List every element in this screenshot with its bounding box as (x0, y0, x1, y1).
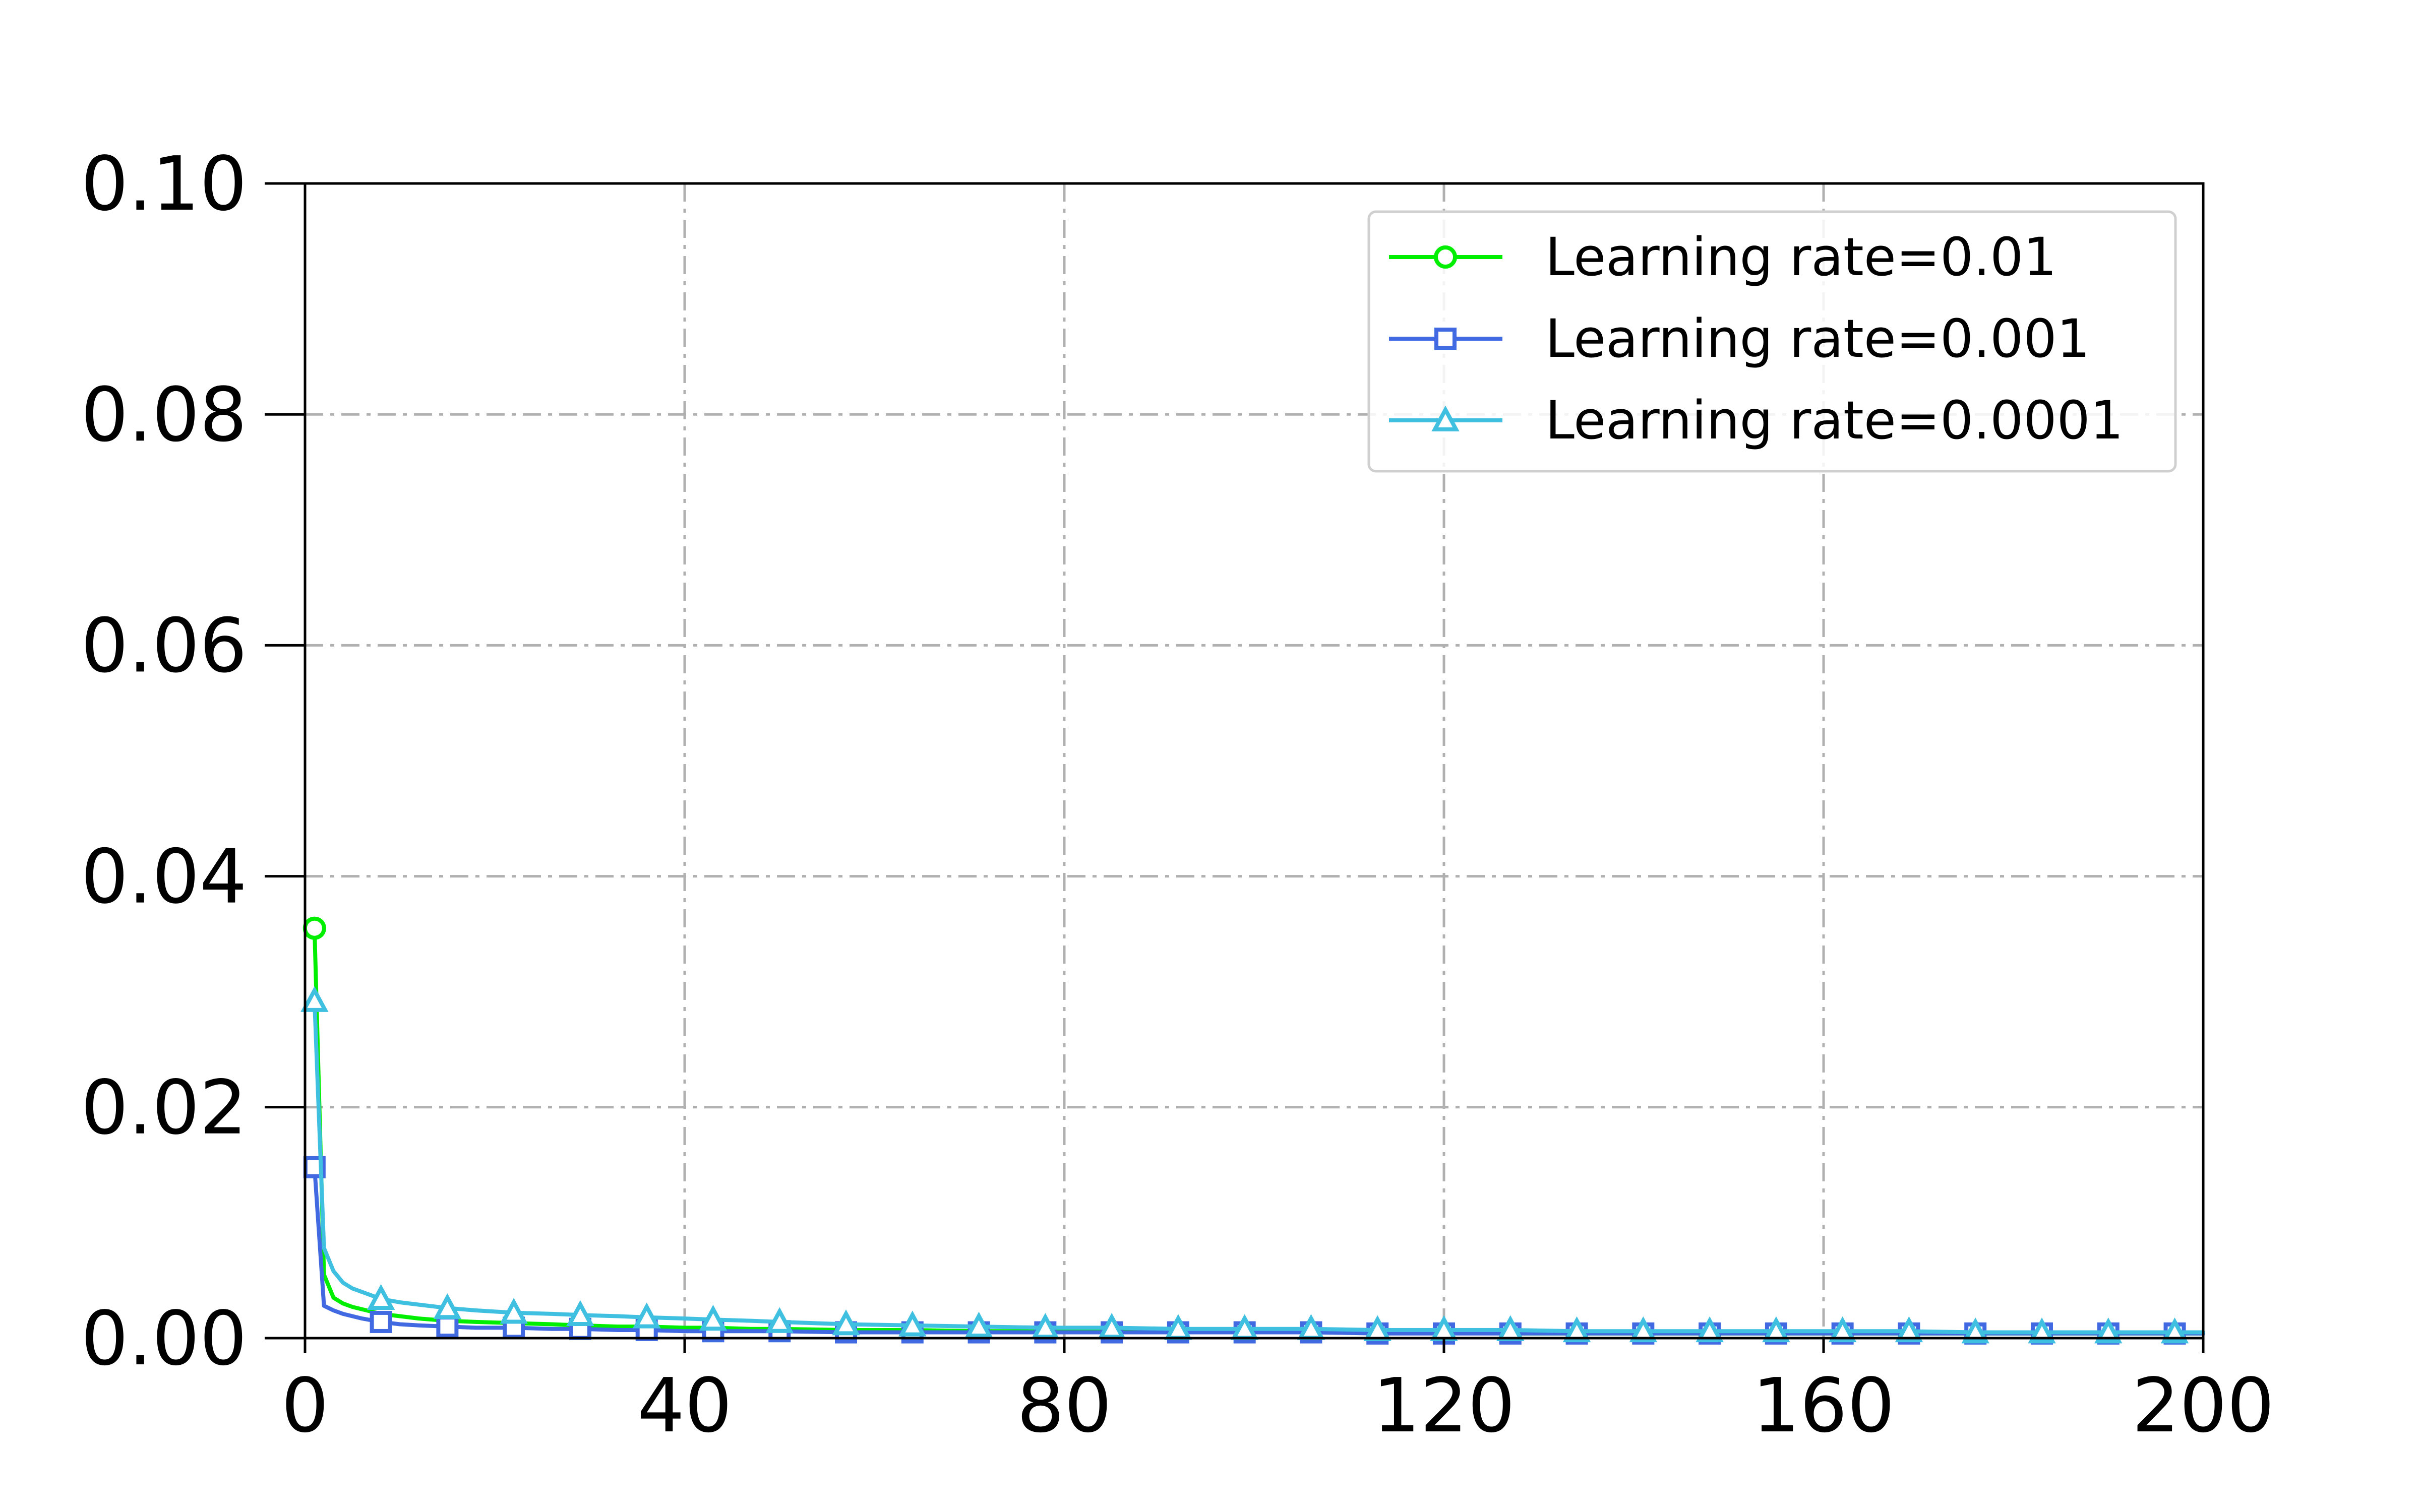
series-1 (302, 916, 2205, 1336)
series-marker (1828, 1316, 1857, 1343)
y-tick-label: 0.02 (81, 1064, 247, 1151)
series-marker (2028, 1317, 2056, 1344)
series-marker (367, 1284, 395, 1310)
plot-frame (304, 182, 2205, 1340)
legend-item-1: Learning rate=0.01 (1389, 226, 2057, 288)
legend-item-3: Learning rate=0.0001 (1389, 390, 2124, 451)
series-marker (1496, 1315, 1525, 1341)
series-marker (566, 1300, 594, 1327)
y-tick-label: 0.04 (81, 834, 247, 920)
series-marker (2160, 1317, 2189, 1344)
y-tick-label: 0.10 (81, 141, 247, 227)
series-marker (1895, 1316, 1923, 1343)
legend-label: Learning rate=0.0001 (1545, 390, 2124, 451)
legend: Learning rate=0.01 Learning rate=0.001 Lea… (1367, 210, 2177, 473)
legend-swatch-marker (1434, 328, 1457, 350)
y-tick-label: 0.08 (81, 371, 247, 458)
y-tick-label: 0.00 (81, 1295, 247, 1382)
legend-swatch-marker (1431, 405, 1460, 431)
series-marker (370, 1310, 392, 1333)
legend-label: Learning rate=0.001 (1545, 308, 2090, 369)
x-tick-label: 40 (637, 1362, 732, 1449)
legend-item-2: Learning rate=0.001 (1389, 308, 2090, 369)
series-marker (433, 1293, 462, 1319)
series-marker (436, 1315, 459, 1338)
series-marker (1961, 1317, 1989, 1344)
series-layer (300, 916, 2205, 1345)
series-marker (300, 986, 329, 1012)
series-marker (1363, 1315, 1392, 1341)
legend-swatch-marker (1434, 245, 1457, 269)
series-marker (1031, 1312, 1060, 1339)
series-marker (1430, 1315, 1458, 1341)
axis-layer: 0 40 80 120 160 200 0.00 0.02 0.04 0.06 0.08 0.10 (81, 141, 2274, 1449)
x-tick-label: 160 (1752, 1362, 1895, 1449)
y-tick-label: 0.06 (81, 602, 247, 689)
series-line (312, 926, 2205, 1336)
series-marker (1696, 1316, 1724, 1343)
x-tick-label: 0 (281, 1362, 329, 1449)
series-marker (1164, 1314, 1192, 1340)
series-3 (300, 986, 2205, 1344)
legend-label: Learning rate=0.01 (1545, 226, 2057, 288)
series-line (312, 1165, 2205, 1336)
series-marker (964, 1311, 993, 1338)
series-marker (699, 1304, 728, 1331)
series-marker (632, 1302, 661, 1329)
series-marker (500, 1298, 528, 1324)
series-marker (898, 1310, 927, 1337)
series-marker (765, 1307, 794, 1333)
series-marker (1762, 1316, 1790, 1343)
series-marker (1562, 1316, 1591, 1343)
series-marker (1297, 1314, 1325, 1340)
series-marker (1230, 1314, 1259, 1340)
legend-box (1367, 210, 2177, 473)
series-marker (832, 1309, 860, 1336)
series-line (312, 999, 2205, 1335)
series-marker (1629, 1316, 1658, 1343)
x-tick-label: 120 (1373, 1362, 1516, 1449)
x-tick-label: 80 (1017, 1362, 1112, 1449)
x-tick-label: 200 (2132, 1362, 2275, 1449)
series-marker (1098, 1312, 1126, 1339)
series-marker (2094, 1317, 2123, 1344)
series-marker (302, 916, 326, 940)
